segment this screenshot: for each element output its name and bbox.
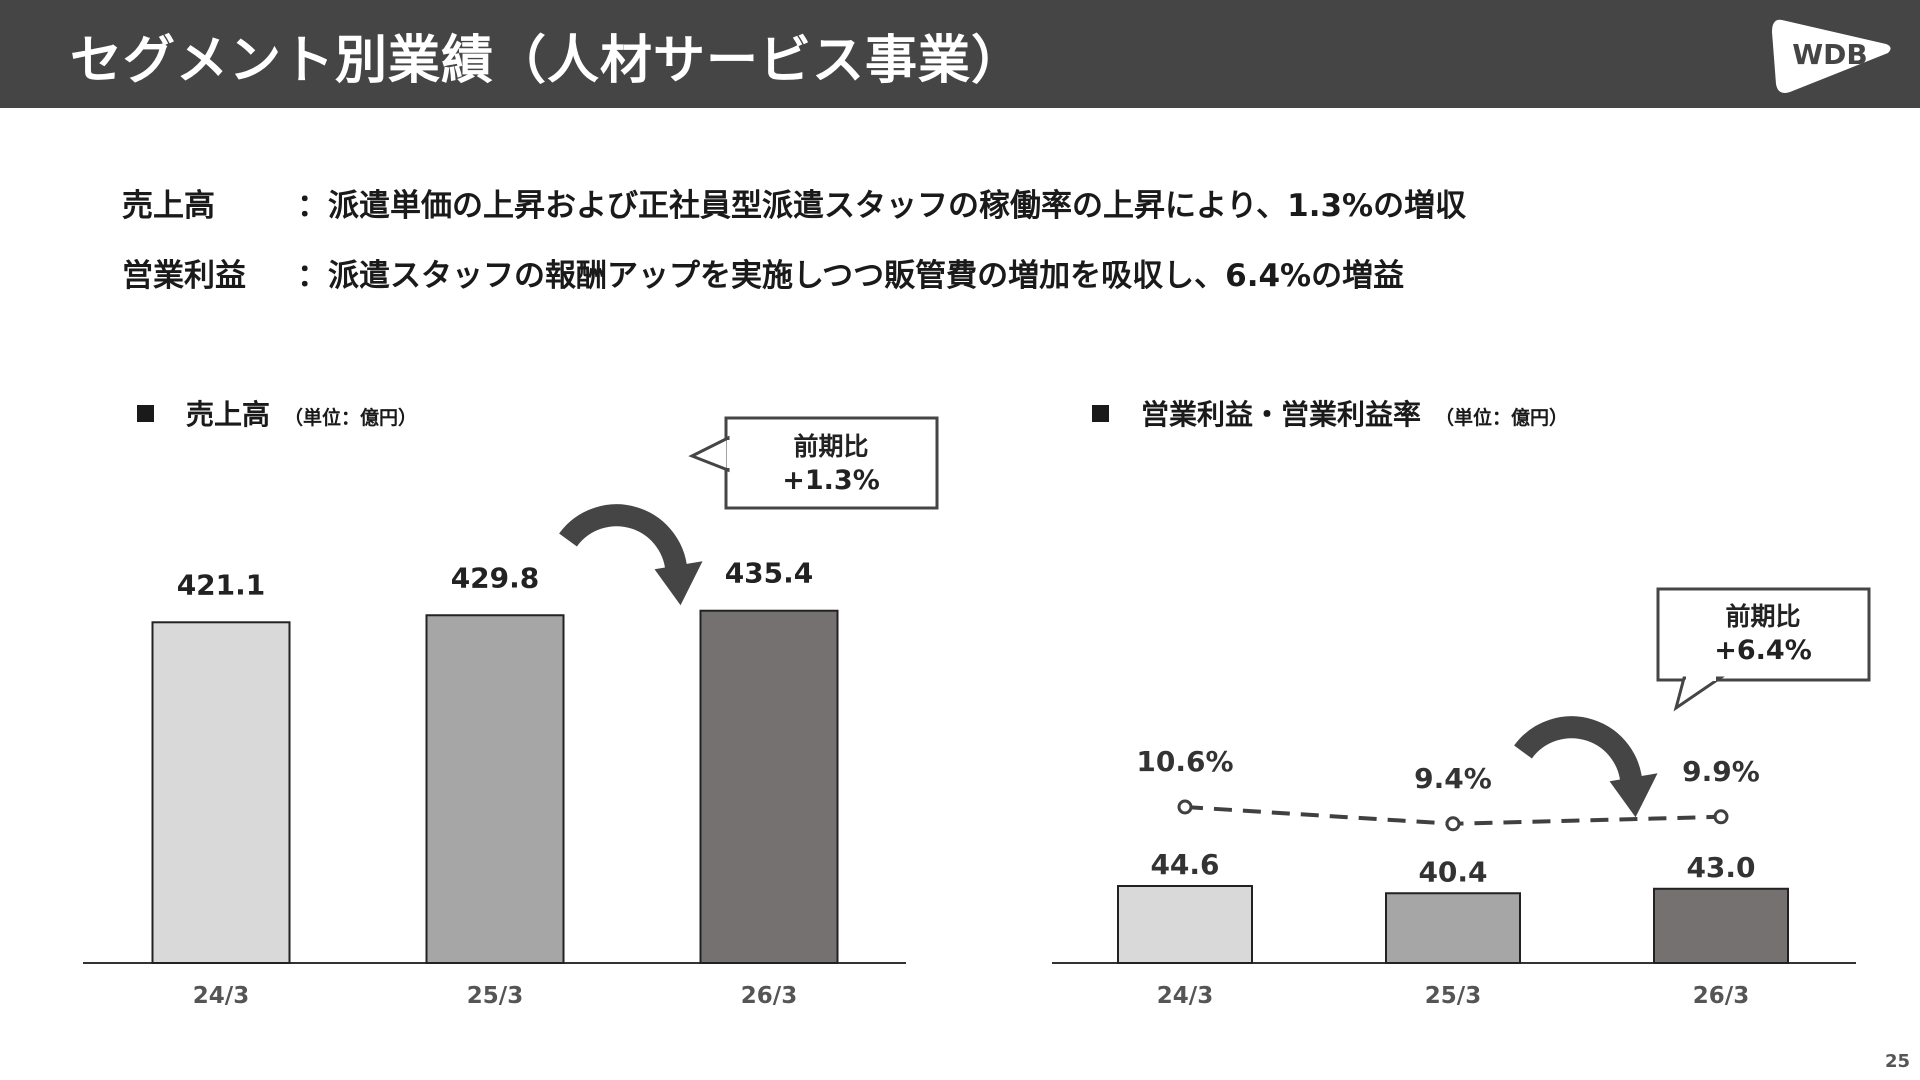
profit-bar-25/3 — [1385, 892, 1521, 964]
profit-bar-24/3 — [1117, 885, 1253, 964]
sales-x-tick-label: 26/3 — [741, 983, 797, 1009]
profit-x-tick-label: 24/3 — [1157, 983, 1213, 1009]
profit-growth-arrow-icon-head — [1609, 773, 1658, 818]
profit-callout-tail — [1673, 676, 1725, 712]
bullet-square-icon — [1092, 404, 1109, 422]
profit-chart-title: 営業利益・営業利益率 （単位：億円） — [1092, 393, 1568, 433]
sales-value-label: 435.4 — [725, 557, 814, 590]
profit-callout-line2: +6.4% — [1714, 635, 1812, 666]
margin-value-label: 9.9% — [1682, 755, 1760, 788]
sales-bar-25/3 — [425, 614, 565, 965]
profit-x-tick-label: 25/3 — [1425, 983, 1481, 1009]
sales-callout-line2: +1.3% — [782, 465, 880, 496]
sales-chart-unit: （単位：億円） — [284, 407, 418, 429]
profit-callout-seam — [1686, 674, 1716, 681]
profit-bar-26/3 — [1653, 887, 1789, 964]
profit-chart-title-text: 営業利益・営業利益率 — [1141, 398, 1422, 431]
sales-growth-arrow-icon — [559, 504, 688, 576]
sales-growth-arrow-icon-head — [654, 561, 703, 606]
margin-value-label: 10.6% — [1136, 745, 1233, 778]
summary-profit-label: 営業利益 — [122, 258, 246, 294]
summary-profit-text: ：派遣スタッフの報酬アップを実施しつつ販管費の増加を吸収し、6.4%の増益 — [297, 258, 1405, 294]
page-number: 25 — [1884, 1051, 1910, 1072]
header-bar: セグメント別業績（人材サービス事業） WDB — [0, 0, 1920, 108]
sales-value-label: 421.1 — [177, 568, 266, 601]
margin-point — [1445, 816, 1461, 832]
profit-callout-box — [1656, 587, 1871, 682]
profit-x-tick-label: 26/3 — [1693, 983, 1749, 1009]
logo-text: WDB — [1792, 38, 1867, 71]
sales-callout-tail — [688, 435, 730, 473]
profit-value-label: 44.6 — [1150, 848, 1219, 881]
margin-value-label: 9.4% — [1414, 762, 1492, 795]
summary-sales-label: 売上高 — [122, 188, 215, 224]
sales-x-tick-label: 25/3 — [467, 983, 523, 1009]
margin-point — [1177, 799, 1193, 815]
sales-callout-line1: 前期比 — [793, 432, 868, 461]
wdb-logo-icon: WDB — [1772, 19, 1891, 93]
profit-chart-unit: （単位：億円） — [1435, 407, 1569, 429]
sales-callout-seam — [727, 440, 733, 468]
profit-value-label: 43.0 — [1686, 851, 1755, 884]
summary-operating-profit: 営業利益 ：派遣スタッフの報酬アップを実施しつつ販管費の増加を吸収し、6.4%の増… — [122, 250, 1404, 295]
sales-x-tick-label: 24/3 — [193, 983, 249, 1009]
sales-bar-26/3 — [699, 609, 839, 964]
margin-point — [1713, 809, 1729, 825]
summary-sales: 売上高 ：派遣単価の上昇および正社員型派遣スタッフの稼働率の上昇により、1.3%の… — [122, 180, 1466, 225]
profit-value-label: 40.4 — [1418, 855, 1487, 888]
bullet-square-icon — [137, 404, 154, 422]
page-title: セグメント別業績（人材サービス事業） — [70, 31, 1025, 91]
profit-callout-line1: 前期比 — [1725, 602, 1800, 631]
sales-value-label: 429.8 — [451, 561, 540, 594]
sales-bar-24/3 — [151, 621, 291, 964]
sales-chart-title: 売上高 （単位：億円） — [137, 393, 417, 433]
profit-growth-arrow-icon — [1514, 716, 1643, 788]
summary-sales-text: ：派遣単価の上昇および正社員型派遣スタッフの稼働率の上昇により、1.3%の増収 — [297, 188, 1467, 224]
sales-chart-title-text: 売上高 — [186, 398, 271, 431]
